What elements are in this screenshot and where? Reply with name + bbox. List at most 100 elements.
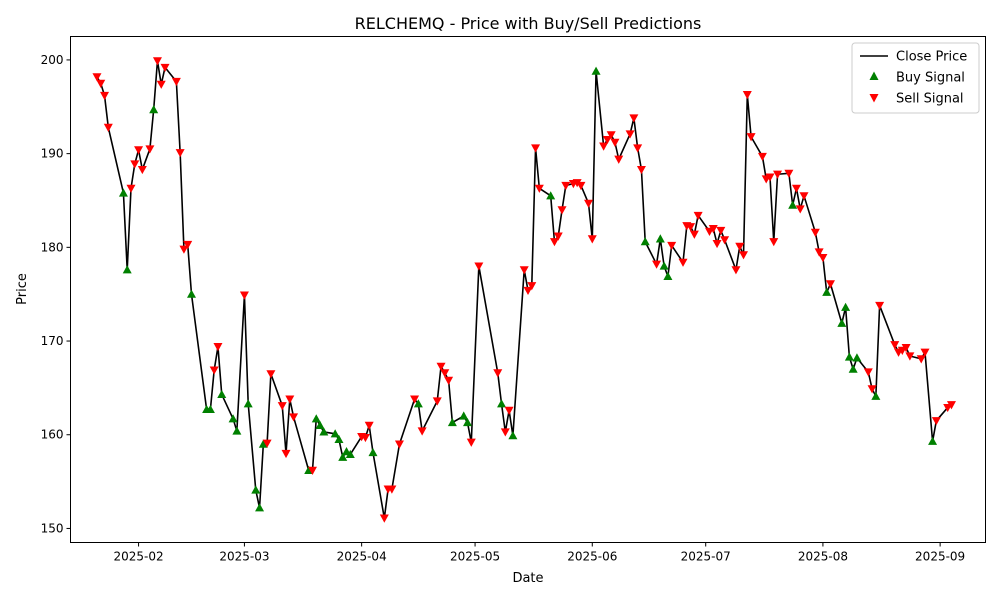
- sell-signal-marker: [784, 169, 794, 178]
- legend-buy-signal: Buy Signal: [896, 71, 965, 86]
- legend-sell-triangle-icon: [869, 94, 879, 103]
- sell-signal-marker: [720, 236, 730, 245]
- sell-signal-marker: [262, 439, 272, 448]
- sell-signal-marker: [444, 376, 454, 385]
- buy-signal-marker: [258, 439, 268, 448]
- legend-box: [851, 42, 980, 114]
- y-tick-label: 170: [41, 334, 64, 348]
- buy-signal-marker: [463, 417, 473, 427]
- sell-signal-marker: [549, 238, 559, 247]
- buy-signal-marker: [251, 485, 261, 494]
- sell-signal-marker: [905, 352, 915, 361]
- sell-signal-marker: [410, 395, 420, 404]
- sell-signal-marker: [867, 385, 877, 394]
- sell-signal-marker: [531, 144, 541, 153]
- sell-signal-marker: [440, 369, 450, 378]
- sell-signal-marker: [137, 165, 147, 175]
- sell-signal-marker: [145, 145, 155, 154]
- y-tick-label: 150: [41, 521, 64, 535]
- sell-signal-marker: [799, 192, 809, 201]
- buy-signal-marker: [149, 104, 159, 114]
- sell-signal-marker: [534, 184, 544, 193]
- sell-signal-marker: [523, 286, 533, 296]
- y-tick-label: 200: [41, 53, 64, 67]
- sell-signal-marker: [765, 173, 775, 182]
- sell-signal-marker: [583, 199, 593, 208]
- sell-signal-marker: [731, 266, 741, 275]
- sell-signal-marker: [901, 343, 911, 353]
- sell-signal-marker: [739, 251, 749, 260]
- x-tick-label: 2025-03: [219, 550, 269, 564]
- sell-signal-marker: [92, 73, 102, 82]
- x-tick-label: 2025-04: [337, 550, 387, 564]
- buy-signal-marker: [315, 420, 325, 429]
- sell-signal-marker: [633, 144, 643, 153]
- sell-signal-marker: [712, 239, 722, 249]
- buy-signal-marker: [345, 449, 355, 459]
- sell-signal-marker: [561, 181, 571, 191]
- legend-buy-triangle-icon: [869, 71, 879, 80]
- sell-signal-marker: [716, 226, 726, 236]
- sell-signal-marker: [96, 79, 106, 88]
- sell-signal-marker: [689, 230, 699, 239]
- y-axis: 150 160 170 180 190 200: [41, 53, 71, 535]
- sell-signal-marker: [599, 142, 609, 151]
- sell-signal-marker: [504, 406, 514, 415]
- sell-signal-marker: [920, 348, 930, 357]
- buy-signal-marker: [447, 417, 457, 427]
- x-tick-label: 2025-07: [681, 550, 731, 564]
- sell-signal-marker: [742, 90, 752, 100]
- buy-signal-marker: [368, 447, 378, 457]
- sell-signal-marker: [769, 238, 779, 247]
- sell-signal-marker: [693, 211, 703, 221]
- sell-signal-marker: [678, 258, 688, 267]
- sell-signal-marker: [527, 282, 537, 291]
- buy-signal-marker: [319, 427, 329, 436]
- sell-signal-marker: [746, 133, 756, 142]
- buy-signal-marker: [205, 404, 215, 414]
- buy-signal-marker: [928, 436, 938, 445]
- sell-signal-marker: [266, 370, 276, 379]
- buy-signal-marker: [591, 66, 601, 75]
- sell-signal-marker: [432, 397, 442, 406]
- sell-signal-marker: [652, 260, 662, 269]
- buy-signal-marker: [788, 200, 798, 209]
- sell-signal-marker: [931, 417, 941, 426]
- sell-signal-marker: [610, 138, 620, 147]
- sell-signal-marker: [519, 266, 529, 275]
- sell-signal-marker: [289, 413, 299, 422]
- sell-signal-marker: [625, 130, 635, 139]
- buy-signal-marker: [871, 391, 881, 400]
- sell-signal-marker: [126, 184, 136, 193]
- sell-signal-marker: [417, 427, 427, 436]
- sell-signal-marker: [277, 402, 287, 411]
- buy-signal-marker: [659, 261, 669, 270]
- sell-signal-marker: [134, 146, 144, 155]
- sell-signal-marker: [209, 366, 219, 375]
- buy-signal-marker: [255, 503, 265, 512]
- buy-signal-marker: [459, 411, 469, 420]
- sell-signal-marker: [285, 395, 295, 404]
- buy-signal-marker: [852, 353, 862, 362]
- buy-signal-marker: [217, 389, 227, 399]
- sell-signal-marker: [946, 401, 956, 410]
- sell-signal-marker: [281, 449, 291, 459]
- buy-signal-marker: [837, 318, 847, 327]
- sell-signal-marker: [360, 433, 370, 443]
- sell-signal-marker: [773, 170, 783, 179]
- sell-signal-marker: [307, 466, 317, 475]
- buy-signal-marker: [122, 265, 132, 274]
- buy-signal-marker: [243, 399, 253, 408]
- sell-signal-marker: [160, 63, 170, 73]
- y-axis-label: Price: [15, 273, 30, 305]
- buy-signal-marker: [118, 188, 128, 197]
- sell-signal-marker: [474, 262, 484, 271]
- buy-signal-marker: [655, 234, 665, 243]
- sell-signal-marker: [791, 184, 801, 193]
- buy-signal-marker: [640, 237, 650, 246]
- sell-signal-marker: [493, 369, 503, 378]
- sell-signal-marker: [379, 514, 389, 523]
- sell-signal-marker: [171, 77, 181, 87]
- x-tick-label: 2025-05: [450, 550, 500, 564]
